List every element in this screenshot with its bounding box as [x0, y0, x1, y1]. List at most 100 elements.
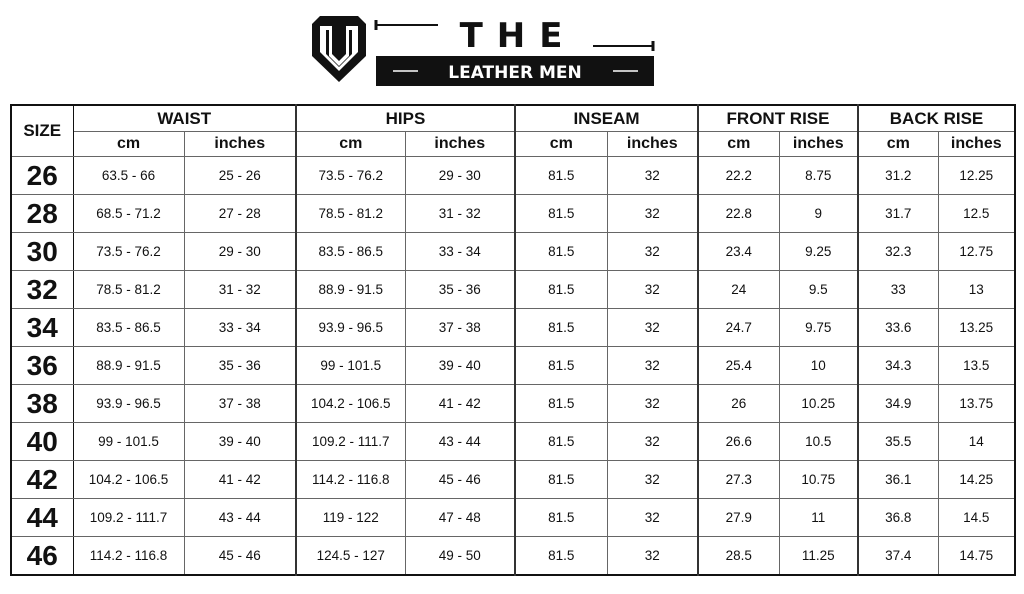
measurement-cell: 14.75 — [937, 536, 1016, 576]
brand-logo: THE LEATHER MEN — [312, 16, 655, 86]
unit-header-cm: cm — [72, 131, 185, 157]
table-row: 42 104.2 - 106.5 41 - 42 114.2 - 116.8 45 - … — [10, 460, 1016, 499]
measurement-cell: 81.5 — [514, 270, 608, 309]
measurement-cell: 81.5 — [514, 498, 608, 537]
measurement-cell: 32 — [606, 194, 699, 233]
table-row: 40 99 - 101.5 39 - 40 109.2 - 111.7 43 - 44 8… — [10, 422, 1016, 461]
measurement-cell: 11 — [778, 498, 859, 537]
measurement-cell: 39 - 40 — [183, 422, 297, 461]
measurement-cell: 119 - 122 — [295, 498, 406, 537]
measurement-cell: 32.3 — [857, 232, 939, 271]
measurement-cell: 27.9 — [697, 498, 780, 537]
measurement-cell: 33 — [857, 270, 939, 309]
measurement-cell: 81.5 — [514, 308, 608, 347]
measurement-cell: 43 - 44 — [183, 498, 297, 537]
measurement-cell: 41 - 42 — [183, 460, 297, 499]
measurement-cell: 83.5 - 86.5 — [295, 232, 406, 271]
measurement-cell: 25.4 — [697, 346, 780, 385]
measurement-cell: 39 - 40 — [404, 346, 516, 385]
measurement-cell: 99 - 101.5 — [295, 346, 406, 385]
measurement-cell: 81.5 — [514, 346, 608, 385]
measurement-cell: 109.2 - 111.7 — [295, 422, 406, 461]
measurement-cell: 32 — [606, 384, 699, 423]
size-rows: 26 63.5 - 66 25 - 26 73.5 - 76.2 29 - 30 81.5… — [10, 156, 1016, 576]
size-chart-table: SIZE WAIST HIPS INSEAM FRONT RISE BACK R… — [10, 104, 1017, 576]
measurement-cell: 23.4 — [697, 232, 780, 271]
measurement-cell: 45 - 46 — [183, 536, 297, 576]
measurement-cell: 33 - 34 — [404, 232, 516, 271]
unit-header-cm: cm — [514, 131, 608, 157]
measurement-cell: 83.5 - 86.5 — [72, 308, 185, 347]
measurement-cell: 10.75 — [778, 460, 859, 499]
measurement-cell: 22.2 — [697, 156, 780, 195]
measurement-cell: 14.5 — [937, 498, 1016, 537]
size-header: SIZE — [10, 104, 74, 157]
size-cell: 30 — [10, 232, 74, 271]
measurement-cell: 104.2 - 106.5 — [295, 384, 406, 423]
measurement-cell: 11.25 — [778, 536, 859, 576]
measurement-cell: 26.6 — [697, 422, 780, 461]
measurement-cell: 41 - 42 — [404, 384, 516, 423]
unit-header-inches: inches — [404, 131, 516, 157]
measurement-cell: 24 — [697, 270, 780, 309]
measurement-cell: 35.5 — [857, 422, 939, 461]
measurement-cell: 31 - 32 — [183, 270, 297, 309]
measurement-cell: 81.5 — [514, 194, 608, 233]
inseam-header: INSEAM — [514, 104, 699, 132]
waist-header: WAIST — [72, 104, 297, 132]
table-row: 38 93.9 - 96.5 37 - 38 104.2 - 106.5 41 - 42… — [10, 384, 1016, 423]
measurement-cell: 9.5 — [778, 270, 859, 309]
measurement-cell: 35 - 36 — [404, 270, 516, 309]
measurement-cell: 88.9 - 91.5 — [295, 270, 406, 309]
measurement-cell: 13.75 — [937, 384, 1016, 423]
measurement-cell: 29 - 30 — [404, 156, 516, 195]
measurement-cell: 28.5 — [697, 536, 780, 576]
measurement-cell: 12.25 — [937, 156, 1016, 195]
measurement-cell: 36.1 — [857, 460, 939, 499]
measurement-cell: 31 - 32 — [404, 194, 516, 233]
measurement-cell: 81.5 — [514, 232, 608, 271]
svg-text:THE: THE — [460, 16, 577, 56]
measurement-cell: 32 — [606, 498, 699, 537]
measurement-cell: 32 — [606, 308, 699, 347]
measurement-cell: 37 - 38 — [404, 308, 516, 347]
size-cell: 38 — [10, 384, 74, 423]
measurement-cell: 73.5 - 76.2 — [72, 232, 185, 271]
measurement-cell: 27.3 — [697, 460, 780, 499]
measurement-cell: 99 - 101.5 — [72, 422, 185, 461]
size-cell: 26 — [10, 156, 74, 195]
measurement-cell: 10.5 — [778, 422, 859, 461]
measurement-cell: 33.6 — [857, 308, 939, 347]
measurement-cell: 124.5 - 127 — [295, 536, 406, 576]
table-row: 32 78.5 - 81.2 31 - 32 88.9 - 91.5 35 - 36 81… — [10, 270, 1016, 309]
measurement-cell: 29 - 30 — [183, 232, 297, 271]
size-cell: 32 — [10, 270, 74, 309]
measurement-cell: 10 — [778, 346, 859, 385]
measurement-cell: 114.2 - 116.8 — [295, 460, 406, 499]
measurement-cell: 37.4 — [857, 536, 939, 576]
measurement-cell: 13.25 — [937, 308, 1016, 347]
measurement-cell: 25 - 26 — [183, 156, 297, 195]
measurement-cell: 63.5 - 66 — [72, 156, 185, 195]
size-cell: 34 — [10, 308, 74, 347]
measurement-cell: 81.5 — [514, 156, 608, 195]
measurement-cell: 32 — [606, 346, 699, 385]
measurement-cell: 78.5 - 81.2 — [295, 194, 406, 233]
unit-header-inches: inches — [937, 131, 1016, 157]
measurement-cell: 43 - 44 — [404, 422, 516, 461]
measurement-cell: 37 - 38 — [183, 384, 297, 423]
measurement-cell: 32 — [606, 232, 699, 271]
measurement-cell: 13.5 — [937, 346, 1016, 385]
measurement-cell: 9.75 — [778, 308, 859, 347]
unit-header-inches: inches — [778, 131, 859, 157]
unit-header-inches: inches — [183, 131, 297, 157]
svg-text:LEATHER MEN: LEATHER MEN — [448, 63, 582, 83]
measurement-cell: 24.7 — [697, 308, 780, 347]
table-row: 36 88.9 - 91.5 35 - 36 99 - 101.5 39 - 40 81.… — [10, 346, 1016, 385]
measurement-cell: 73.5 - 76.2 — [295, 156, 406, 195]
measurement-cell: 32 — [606, 536, 699, 576]
table-row: 44 109.2 - 111.7 43 - 44 119 - 122 47 - 48 81… — [10, 498, 1016, 537]
measurement-cell: 81.5 — [514, 460, 608, 499]
measurement-cell: 31.2 — [857, 156, 939, 195]
measurement-cell: 34.9 — [857, 384, 939, 423]
